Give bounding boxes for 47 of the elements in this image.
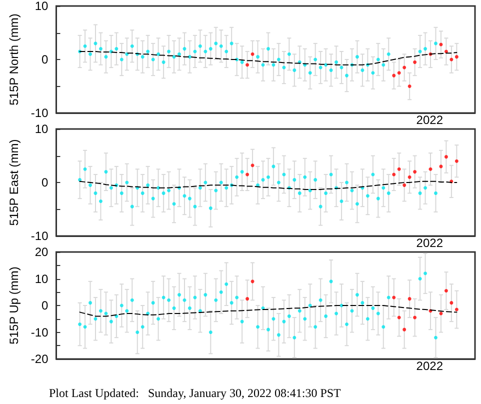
point — [397, 71, 401, 75]
point — [392, 74, 396, 78]
y-tick-label: -20 — [30, 352, 49, 366]
point — [392, 296, 396, 300]
point — [250, 280, 254, 284]
point — [402, 66, 406, 70]
point — [402, 328, 406, 332]
point — [444, 155, 448, 159]
y-tick-label: 20 — [34, 245, 49, 259]
point — [392, 172, 396, 176]
y-axis-title: 515P North (mm) — [7, 14, 21, 106]
y-tick-label: 10 — [34, 122, 49, 136]
point — [413, 316, 417, 320]
point — [397, 167, 401, 171]
point — [408, 84, 412, 88]
y-tick-label: 10 — [34, 272, 49, 286]
annotation: 2022 — [416, 236, 444, 250]
point — [250, 52, 254, 56]
point — [413, 60, 417, 64]
y-axis-title: 515P East (mm) — [7, 139, 21, 226]
text: Plot Last Updated: Sunday, January 30, 2022 08:41:30 PST — [48, 386, 342, 401]
point — [454, 55, 458, 59]
point — [408, 175, 412, 179]
y-tick-label: 0 — [42, 298, 49, 312]
y-tick-label: -10 — [30, 325, 49, 340]
point — [402, 183, 406, 187]
point — [444, 50, 448, 54]
point — [454, 308, 458, 312]
y-tick-label: -10 — [30, 229, 49, 243]
point — [454, 159, 458, 163]
annotation: 2022 — [416, 113, 444, 127]
point — [246, 63, 250, 67]
y-axis-title: 515P Up (mm) — [7, 266, 21, 344]
point — [450, 301, 454, 305]
point — [413, 170, 417, 174]
point — [246, 172, 250, 176]
y-tick-label: 10 — [34, 0, 49, 13]
point — [246, 297, 250, 301]
point — [444, 289, 448, 293]
point — [250, 164, 254, 168]
point — [397, 316, 401, 320]
y-tick-label: 0 — [42, 52, 49, 66]
point — [408, 297, 412, 301]
point — [428, 167, 432, 171]
y-tick-label: -10 — [30, 106, 49, 120]
annotation: 2022 — [416, 359, 444, 373]
y-tick-label: 0 — [42, 176, 49, 190]
